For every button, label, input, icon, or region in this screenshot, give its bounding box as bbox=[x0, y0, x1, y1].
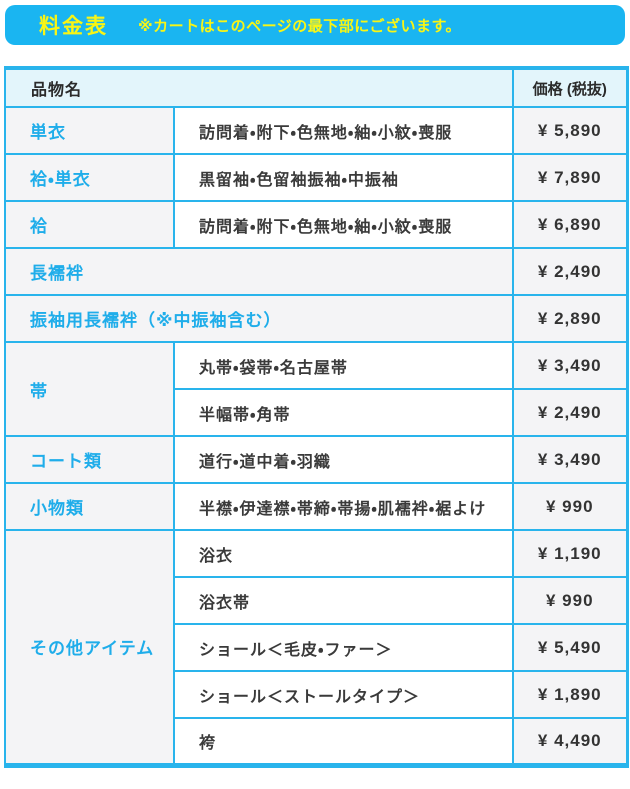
item-detail-cell: 浴衣帯 bbox=[172, 576, 515, 625]
item-price-cell: ¥ 1,890 bbox=[512, 670, 629, 719]
item-price-cell: ¥ 990 bbox=[512, 482, 629, 531]
cart-location-note: ※カートはこのページの最下部にございます。 bbox=[138, 17, 461, 35]
item-detail-cell: 半襟・伊達襟・帯締・帯揚・肌襦袢・裾よけ bbox=[172, 482, 515, 531]
item-name-cell: 袷・単衣 bbox=[4, 153, 175, 202]
item-price-cell: ¥ 5,890 bbox=[512, 106, 629, 155]
item-name-cell: 長襦袢 bbox=[3, 247, 515, 296]
item-price-cell: ¥ 3,490 bbox=[512, 435, 629, 484]
item-price-cell: ¥ 6,890 bbox=[512, 200, 629, 249]
table-row: 袷訪問着・附下・色無地・紬・小紋・喪服 ¥ 6,890 bbox=[4, 200, 629, 249]
item-detail-cell: 訪問着・附下・色無地・紬・小紋・喪服 bbox=[172, 200, 515, 249]
price-table-body: 単衣 訪問着・附下・色無地・紬・小紋・喪服 ¥ 5,890 袷・単衣 黒留袖・色留袖振袖… bbox=[3, 106, 629, 766]
table-row: 小物類 半襟・伊達襟・帯締・帯揚・肌襦袢・裾よけ ¥ 990 bbox=[4, 482, 629, 531]
item-name-cell: 袷 bbox=[4, 200, 175, 249]
item-name-cell: 帯 bbox=[4, 341, 175, 437]
table-row: ショール＜ストールタイプ＞ ¥ 1,890 bbox=[5, 670, 629, 719]
item-detail-cell: 訪問着・附下・色無地・紬・小紋・喪服 bbox=[172, 106, 515, 155]
item-detail-cell: 半幅帯・角帯 bbox=[172, 388, 515, 437]
item-name-cell: 小物類 bbox=[4, 482, 175, 531]
item-detail-cell: 袴 bbox=[172, 717, 515, 766]
item-price-cell: ¥ 7,890 bbox=[512, 153, 629, 202]
table-row: 長襦袢 ¥ 2,490 bbox=[3, 247, 629, 296]
page-title: 料金表 bbox=[39, 15, 108, 38]
item-name-cell: その他アイテム bbox=[4, 529, 175, 766]
item-name-cell: コート類 bbox=[4, 435, 175, 484]
table-row: ショール＜毛皮・ファー＞ ¥ 5,490 bbox=[5, 623, 629, 672]
table-row: 袴 ¥ 4,490 bbox=[5, 717, 629, 766]
column-header-item: 品物名 bbox=[3, 67, 515, 108]
table-row: 半幅帯・角帯 ¥ 2,490 bbox=[5, 388, 629, 437]
table-row: 単衣 訪問着・附下・色無地・紬・小紋・喪服 ¥ 5,890 bbox=[4, 106, 629, 155]
item-price-cell: ¥ 3,490 bbox=[512, 341, 629, 390]
price-table: 品物名 価格 (税抜) 単衣 訪問着・附下・色無地・紬・小紋・喪服 ¥ 5,890 袷… bbox=[3, 66, 629, 768]
item-detail-cell: 黒留袖・色留袖振袖・中振袖 bbox=[172, 153, 515, 202]
price-list-banner: 料金表 ※カートはこのページの最下部にございます。 bbox=[5, 5, 625, 45]
table-row: 振袖用長襦袢（※中振袖含む） ¥ 2,890 bbox=[3, 294, 629, 343]
item-price-cell: ¥ 2,490 bbox=[512, 247, 629, 296]
item-name-cell: 振袖用長襦袢（※中振袖含む） bbox=[3, 294, 515, 343]
table-row: 帯丸帯・袋帯・名古屋帯 ¥ 3,490 bbox=[4, 341, 629, 437]
table-row: その他アイテム 浴衣 ¥ 1,190 bbox=[4, 529, 629, 766]
item-name-cell: 単衣 bbox=[4, 106, 175, 155]
item-detail-cell: ショール＜ストールタイプ＞ bbox=[172, 670, 515, 719]
item-price-cell: ¥ 4,490 bbox=[512, 717, 629, 766]
item-detail-cell: 道行・道中着・羽織 bbox=[172, 435, 515, 484]
item-detail-cell: ショール＜毛皮・ファー＞ bbox=[172, 623, 515, 672]
item-detail-cell: 丸帯・袋帯・名古屋帯 bbox=[172, 341, 515, 390]
item-price-cell: ¥ 2,890 bbox=[512, 294, 629, 343]
item-price-cell: ¥ 990 bbox=[512, 576, 629, 625]
table-header-row: 品物名 価格 (税抜) bbox=[3, 67, 629, 108]
item-price-cell: ¥ 1,190 bbox=[512, 529, 629, 578]
item-detail-cell: 浴衣 bbox=[172, 529, 515, 578]
table-row: 浴衣帯 ¥ 990 bbox=[5, 576, 629, 625]
column-header-price: 価格 (税抜) bbox=[512, 67, 629, 108]
table-row: コート類 道行・道中着・羽織 ¥ 3,490 bbox=[4, 435, 629, 484]
item-price-cell: ¥ 5,490 bbox=[512, 623, 629, 672]
item-price-cell: ¥ 2,490 bbox=[512, 388, 629, 437]
table-row: 袷・単衣 黒留袖・色留袖振袖・中振袖 ¥ 7,890 bbox=[4, 153, 629, 202]
price-table-container: 品物名 価格 (税抜) 単衣 訪問着・附下・色無地・紬・小紋・喪服 ¥ 5,890 袷… bbox=[3, 66, 629, 768]
